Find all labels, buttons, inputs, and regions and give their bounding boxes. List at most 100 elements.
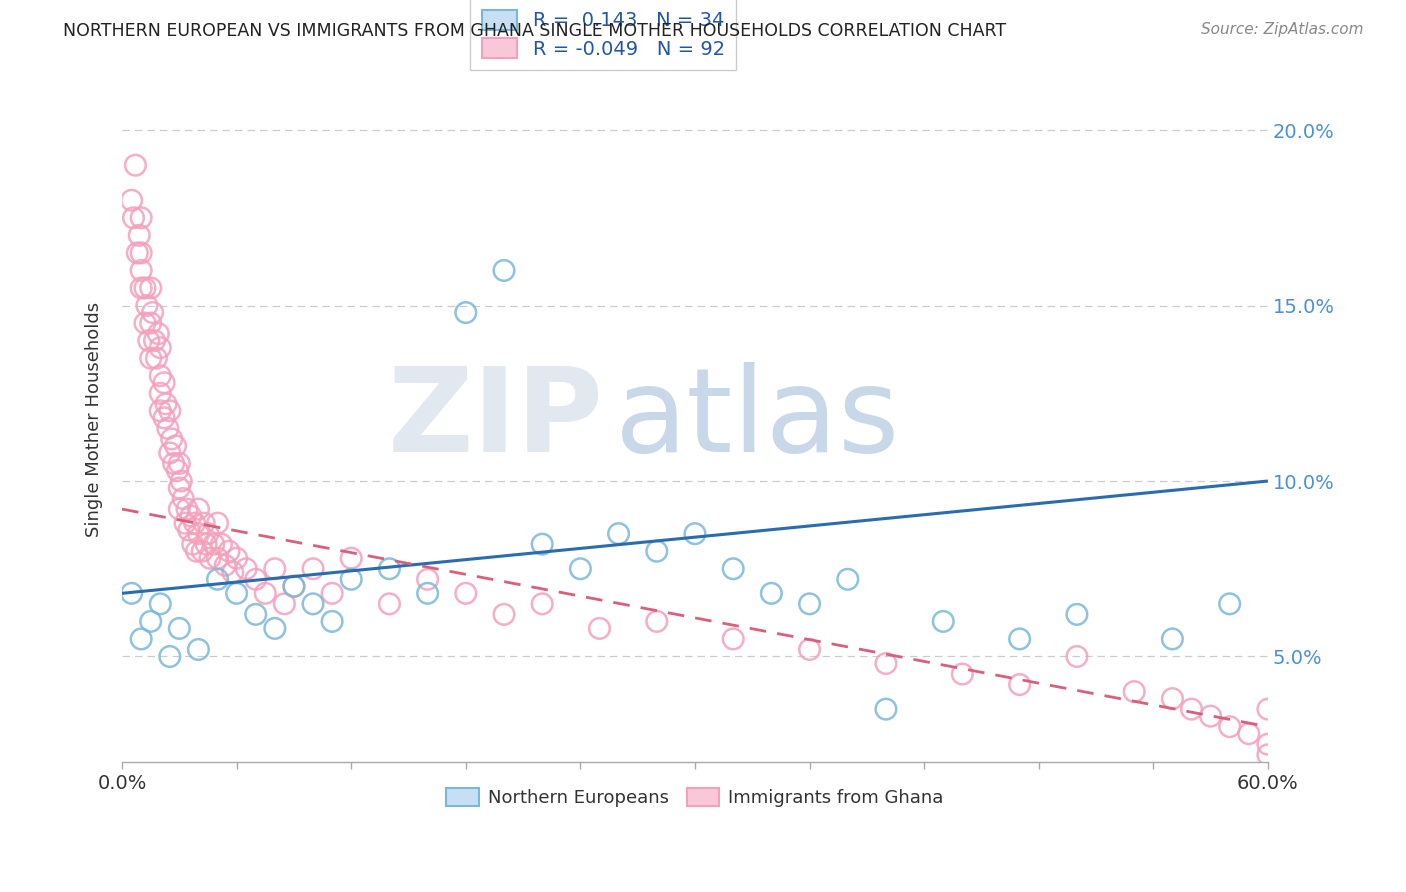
Point — [245, 572, 267, 586]
Point — [273, 597, 295, 611]
Point — [202, 537, 225, 551]
Point — [207, 551, 229, 566]
Point — [225, 586, 247, 600]
Point — [645, 615, 668, 629]
Point — [875, 702, 897, 716]
Point — [222, 566, 245, 580]
Point — [149, 404, 172, 418]
Point — [1199, 709, 1222, 723]
Point — [143, 334, 166, 348]
Point — [416, 586, 439, 600]
Point — [283, 579, 305, 593]
Point — [176, 502, 198, 516]
Point — [1257, 747, 1279, 762]
Point — [263, 622, 285, 636]
Point — [531, 597, 554, 611]
Point — [156, 421, 179, 435]
Point — [492, 263, 515, 277]
Point — [1161, 691, 1184, 706]
Point — [235, 562, 257, 576]
Text: atlas: atlas — [614, 362, 900, 477]
Point — [193, 516, 215, 530]
Point — [153, 376, 176, 390]
Point — [321, 615, 343, 629]
Point — [187, 502, 209, 516]
Point — [569, 562, 592, 576]
Point — [416, 572, 439, 586]
Point — [129, 632, 152, 646]
Point — [191, 544, 214, 558]
Point — [159, 404, 181, 418]
Point — [378, 597, 401, 611]
Point — [129, 263, 152, 277]
Point — [721, 562, 744, 576]
Point — [283, 579, 305, 593]
Point — [932, 615, 955, 629]
Point — [162, 457, 184, 471]
Point — [155, 397, 177, 411]
Point — [302, 562, 325, 576]
Point — [799, 642, 821, 657]
Point — [129, 211, 152, 225]
Point — [1123, 684, 1146, 698]
Point — [225, 551, 247, 566]
Point — [1257, 737, 1279, 751]
Point — [170, 474, 193, 488]
Point — [1257, 702, 1279, 716]
Point — [153, 410, 176, 425]
Point — [218, 544, 240, 558]
Point — [172, 491, 194, 506]
Point — [454, 586, 477, 600]
Point — [207, 516, 229, 530]
Y-axis label: Single Mother Households: Single Mother Households — [86, 302, 103, 537]
Point — [148, 326, 170, 341]
Point — [209, 537, 232, 551]
Point — [454, 305, 477, 319]
Point — [321, 586, 343, 600]
Point — [135, 299, 157, 313]
Point — [837, 572, 859, 586]
Point — [129, 281, 152, 295]
Point — [207, 572, 229, 586]
Text: ZIP: ZIP — [387, 362, 603, 477]
Point — [340, 572, 363, 586]
Point — [139, 316, 162, 330]
Point — [124, 158, 146, 172]
Point — [159, 649, 181, 664]
Point — [302, 597, 325, 611]
Point — [245, 607, 267, 622]
Point — [183, 516, 205, 530]
Point — [378, 562, 401, 576]
Point — [197, 526, 219, 541]
Point — [139, 615, 162, 629]
Point — [607, 526, 630, 541]
Point — [159, 446, 181, 460]
Text: NORTHERN EUROPEAN VS IMMIGRANTS FROM GHANA SINGLE MOTHER HOUSEHOLDS CORRELATION : NORTHERN EUROPEAN VS IMMIGRANTS FROM GHA… — [63, 22, 1007, 40]
Point — [127, 246, 149, 260]
Point — [187, 526, 209, 541]
Point — [263, 562, 285, 576]
Point — [195, 537, 218, 551]
Point — [149, 341, 172, 355]
Point — [1008, 632, 1031, 646]
Point — [174, 516, 197, 530]
Point — [645, 544, 668, 558]
Point — [149, 386, 172, 401]
Point — [1066, 607, 1088, 622]
Point — [214, 558, 236, 573]
Legend: Northern Europeans, Immigrants from Ghana: Northern Europeans, Immigrants from Ghan… — [439, 781, 950, 814]
Point — [149, 597, 172, 611]
Point — [950, 667, 973, 681]
Point — [254, 586, 277, 600]
Point — [134, 281, 156, 295]
Point — [134, 316, 156, 330]
Point — [492, 607, 515, 622]
Point — [149, 368, 172, 383]
Point — [340, 551, 363, 566]
Point — [799, 597, 821, 611]
Point — [875, 657, 897, 671]
Point — [142, 305, 165, 319]
Point — [169, 502, 191, 516]
Point — [129, 246, 152, 260]
Point — [187, 642, 209, 657]
